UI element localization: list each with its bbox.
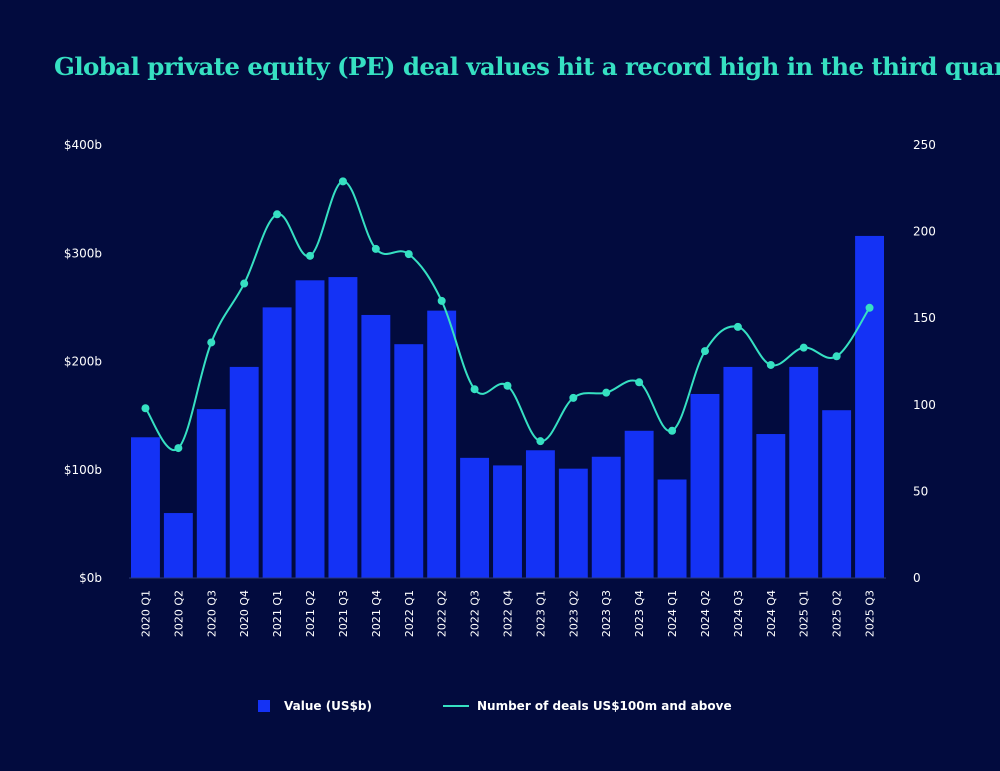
chart-title: Global private equity (PE) deal values h… [54, 52, 1000, 81]
deals-point-2022-q3 [470, 385, 479, 394]
category-label: 2021 Q4 [370, 590, 383, 637]
bar-2021-q4 [361, 314, 391, 578]
category-label: 2022 Q3 [469, 590, 482, 637]
legend-item-deals: Number of deals US$100m and above [443, 699, 732, 713]
right-axis: 0 50 100 150 200 250 [913, 138, 936, 585]
legend-item-value: Value (US$b) [258, 699, 372, 713]
left-tick-label: $400b [64, 138, 102, 152]
left-tick-label: $200b [64, 355, 102, 369]
bar-2023-q4 [624, 430, 654, 578]
category-label: 2020 Q1 [139, 590, 152, 637]
deals-point-2024-q1 [668, 426, 677, 435]
right-tick-label: 0 [913, 571, 921, 585]
category-label: 2021 Q3 [337, 590, 350, 637]
bar-2020-q1 [131, 437, 160, 578]
category-label: 2023 Q3 [600, 590, 613, 637]
left-tick-label: $0b [79, 571, 102, 585]
deals-point-2021-q3 [338, 177, 347, 186]
deals-point-2023-q4 [635, 378, 644, 387]
deals-point-2020-q3 [207, 338, 216, 347]
category-label: 2023 Q1 [534, 590, 547, 637]
bar-2023-q2 [558, 468, 588, 578]
category-label: 2020 Q3 [205, 590, 218, 637]
bar-2022-q1 [394, 344, 424, 578]
deals-point-2022-q1 [404, 250, 413, 259]
legend-label-deals: Number of deals US$100m and above [477, 699, 732, 713]
x-axis: 2020 Q1 2020 Q2 2020 Q3 2020 Q4 2021 Q1 2021 … [129, 577, 886, 637]
right-tick-label: 100 [913, 398, 936, 412]
category-label: 2021 Q2 [304, 590, 317, 637]
deals-point-2020-q4 [240, 279, 249, 288]
category-label: 2024 Q4 [765, 590, 778, 637]
deals-point-2025-q3 [865, 303, 874, 312]
bar-2022-q3 [460, 457, 490, 578]
bar-2024-q1 [657, 479, 687, 578]
legend-bar-swatch [258, 700, 270, 712]
category-label: 2023 Q4 [633, 590, 646, 637]
bar-2022-q2 [427, 310, 457, 578]
bar-2021-q2 [295, 280, 325, 578]
bar-2024-q4 [756, 434, 786, 578]
deals-point-2025-q1 [799, 343, 808, 352]
bar-2021-q3 [328, 277, 358, 578]
deals-point-2025-q2 [832, 352, 841, 361]
bar-series [131, 235, 884, 578]
category-label: 2023 Q2 [567, 590, 580, 637]
bar-2020-q2 [163, 513, 193, 578]
left-tick-label: $300b [64, 246, 102, 260]
category-label: 2022 Q2 [436, 590, 449, 637]
line-series [141, 177, 874, 453]
deals-point-2024-q3 [733, 322, 742, 331]
right-tick-label: 150 [913, 311, 936, 325]
deals-point-2022-q2 [437, 296, 446, 305]
deals-point-2023-q1 [536, 437, 545, 446]
left-tick-label: $100b [64, 463, 102, 477]
bar-2020-q4 [229, 366, 259, 578]
bar-2020-q3 [196, 409, 226, 578]
category-label: 2024 Q3 [732, 590, 745, 637]
deals-point-2023-q3 [602, 388, 611, 397]
deals-point-2024-q2 [700, 347, 709, 356]
bar-2023-q1 [525, 450, 555, 578]
deals-point-2020-q1 [141, 404, 150, 413]
category-label: 2020 Q2 [172, 590, 185, 637]
category-label: 2025 Q2 [831, 590, 844, 637]
right-tick-label: 50 [913, 484, 928, 498]
bar-2025-q1 [789, 366, 819, 578]
bar-2024-q2 [690, 393, 720, 578]
legend-label-value: Value (US$b) [284, 699, 372, 713]
deals-point-2022-q4 [503, 381, 512, 390]
deals-point-2023-q2 [569, 393, 578, 402]
deals-point-2021-q1 [273, 210, 282, 219]
legend-line-swatch [443, 705, 469, 707]
right-tick-label: 250 [913, 138, 936, 152]
bar-2024-q3 [723, 366, 753, 578]
deals-point-2020-q2 [174, 444, 183, 453]
deals-point-2021-q2 [306, 251, 315, 260]
bar-2021-q1 [262, 307, 292, 578]
bar-2023-q3 [591, 456, 621, 578]
bar-2025-q3 [855, 235, 884, 578]
chart-canvas: $0b$100b$200b$300b$400b 050100150200250 … [64, 138, 936, 637]
category-label: 2025 Q1 [798, 590, 811, 637]
bar-2025-q2 [822, 410, 852, 578]
category-label: 2022 Q1 [403, 590, 416, 637]
category-label: 2021 Q1 [271, 590, 284, 637]
right-tick-label: 200 [913, 225, 936, 239]
category-label: 2024 Q1 [666, 590, 679, 637]
bar-2022-q4 [493, 465, 522, 578]
left-axis: $0b $100b $200b $300b $400b [64, 138, 102, 585]
legend: Value (US$b) Number of deals US$100m and… [0, 699, 1000, 719]
deals-point-2021-q4 [371, 244, 380, 253]
category-label: 2024 Q2 [699, 590, 712, 637]
category-label: 2022 Q4 [502, 590, 515, 637]
deals-point-2024-q4 [766, 360, 775, 369]
category-label: 2025 Q3 [864, 590, 877, 637]
category-label: 2020 Q4 [238, 590, 251, 637]
